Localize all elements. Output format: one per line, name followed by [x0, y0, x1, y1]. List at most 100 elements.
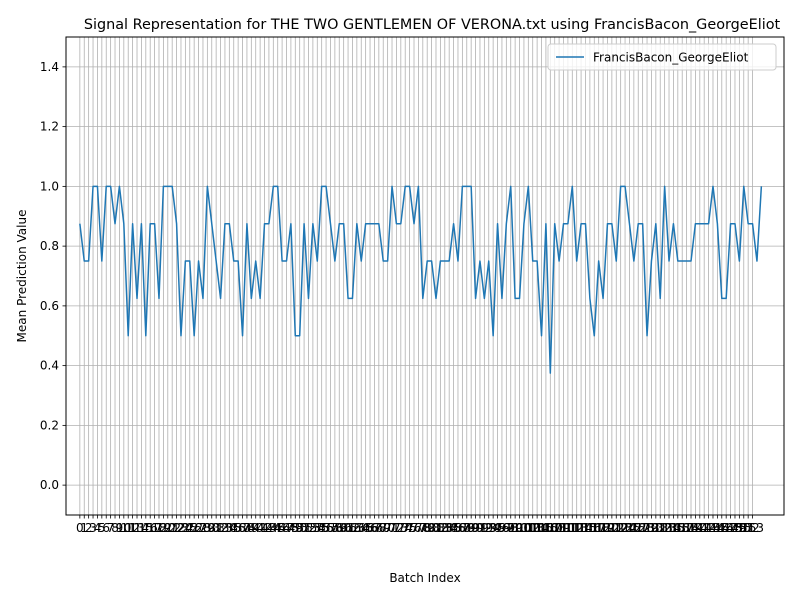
x-tick-label: 97 — [499, 521, 514, 535]
x-tick-label: 1 — [80, 521, 88, 535]
x-tick-label: 79 — [420, 521, 435, 535]
x-tick-label: 111 — [556, 521, 579, 535]
x-tick-label: 69 — [376, 521, 391, 535]
x-tick-label: 64 — [354, 521, 369, 535]
x-tick-label: 43 — [261, 521, 276, 535]
x-tick-label: 55 — [314, 521, 329, 535]
x-tick-label: 84 — [442, 521, 457, 535]
y-axis-ticks: 0.0 0.2 0.4 0.6 0.8 1.0 1.2 1.4 — [40, 60, 66, 492]
x-tick-label: 104 — [526, 521, 549, 535]
x-tick-label: 52 — [301, 521, 316, 535]
x-tick-label: 60 — [336, 521, 351, 535]
x-tick-label: 121 — [600, 521, 623, 535]
x-tick-label: 45 — [270, 521, 285, 535]
x-tick-label: 68 — [371, 521, 386, 535]
x-tick-label: 125 — [618, 521, 641, 535]
x-tick-label: 141 — [688, 521, 711, 535]
legend-label: FrancisBacon_GeorgeEliot — [593, 51, 749, 65]
x-tick-label: 21 — [165, 521, 180, 535]
x-tick-label: 133 — [653, 521, 676, 535]
x-tick-label: 81 — [428, 521, 443, 535]
x-tick-label: 89 — [464, 521, 479, 535]
x-tick-label: 113 — [565, 521, 588, 535]
x-tick-label: 114 — [570, 521, 593, 535]
x-tick-label: 151 — [732, 521, 755, 535]
x-tick-label: 74 — [398, 521, 413, 535]
x-tick-label: 142 — [693, 521, 716, 535]
x-tick-label: 87 — [455, 521, 470, 535]
x-tick-label: 144 — [702, 521, 725, 535]
x-tick-label: 7 — [107, 521, 115, 535]
x-tick-label: 108 — [543, 521, 566, 535]
x-tick-label: 116 — [578, 521, 601, 535]
x-tick-label: 31 — [209, 521, 224, 535]
x-tick-label: 135 — [662, 521, 685, 535]
x-tick-label: 120 — [596, 521, 619, 535]
x-tick-label: 11 — [121, 521, 136, 535]
y-tick-label: 1.2 — [40, 120, 59, 134]
y-tick-label: 0.4 — [40, 359, 59, 373]
x-tick-label: 71 — [384, 521, 399, 535]
x-tick-label: 33 — [217, 521, 232, 535]
x-tick-label: 47 — [279, 521, 294, 535]
y-tick-label: 1.4 — [40, 60, 59, 74]
x-tick-label: 29 — [200, 521, 215, 535]
x-tick-label: 119 — [592, 521, 615, 535]
x-tick-label: 145 — [706, 521, 729, 535]
x-tick-label: 6 — [102, 521, 110, 535]
x-tick-label: 42 — [257, 521, 272, 535]
y-tick-label: 0.8 — [40, 239, 59, 253]
x-tick-label: 143 — [697, 521, 720, 535]
series-line — [79, 185, 763, 374]
x-tick-label: 131 — [644, 521, 667, 535]
x-tick-label: 80 — [424, 521, 439, 535]
x-tick-label: 101 — [512, 521, 535, 535]
x-tick-label: 148 — [719, 521, 742, 535]
x-tick-label: 40 — [248, 521, 263, 535]
x-tick-label: 39 — [244, 521, 259, 535]
x-tick-label: 105 — [530, 521, 553, 535]
x-tick-label: 126 — [622, 521, 645, 535]
x-tick-label: 0 — [76, 521, 84, 535]
x-tick-label: 28 — [195, 521, 210, 535]
x-tick-label: 92 — [477, 521, 492, 535]
x-tick-label: 95 — [490, 521, 505, 535]
legend-box — [547, 43, 777, 71]
x-tick-label: 150 — [728, 521, 751, 535]
x-tick-label: 128 — [631, 521, 654, 535]
x-tick-label: 115 — [574, 521, 597, 535]
x-tick-label: 102 — [517, 521, 540, 535]
x-tick-label: 103 — [521, 521, 544, 535]
x-tick-label: 153 — [741, 521, 764, 535]
x-tick-label: 66 — [362, 521, 377, 535]
x-tick-label: 90 — [468, 521, 483, 535]
x-tick-label: 36 — [230, 521, 245, 535]
y-axis-label: Mean Prediction Value — [15, 210, 29, 343]
x-tick-label: 85 — [446, 521, 461, 535]
x-tick-label: 57 — [323, 521, 338, 535]
x-tick-label: 86 — [450, 521, 465, 535]
x-tick-label: 59 — [332, 521, 347, 535]
x-tick-label: 96 — [494, 521, 509, 535]
x-tick-label: 91 — [472, 521, 487, 535]
x-tick-label: 34 — [222, 521, 237, 535]
x-tick-label: 93 — [481, 521, 496, 535]
x-tick-label: 139 — [680, 521, 703, 535]
x-tick-label: 51 — [296, 521, 311, 535]
x-tick-label: 75 — [402, 521, 417, 535]
x-tick-label: 73 — [393, 521, 408, 535]
x-tick-label: 140 — [684, 521, 707, 535]
x-tick-label: 58 — [327, 521, 342, 535]
x-tick-label: 106 — [534, 521, 557, 535]
x-tick-label: 82 — [433, 521, 448, 535]
x-tick-label: 18 — [151, 521, 166, 535]
x-tick-label: 27 — [191, 521, 206, 535]
x-tick-label: 149 — [724, 521, 747, 535]
x-tick-label: 117 — [583, 521, 606, 535]
x-tick-label: 122 — [605, 521, 628, 535]
x-tick-label: 20 — [160, 521, 175, 535]
x-tick-label: 12 — [125, 521, 140, 535]
x-tick-label: 129 — [636, 521, 659, 535]
x-tick-label: 109 — [548, 521, 571, 535]
